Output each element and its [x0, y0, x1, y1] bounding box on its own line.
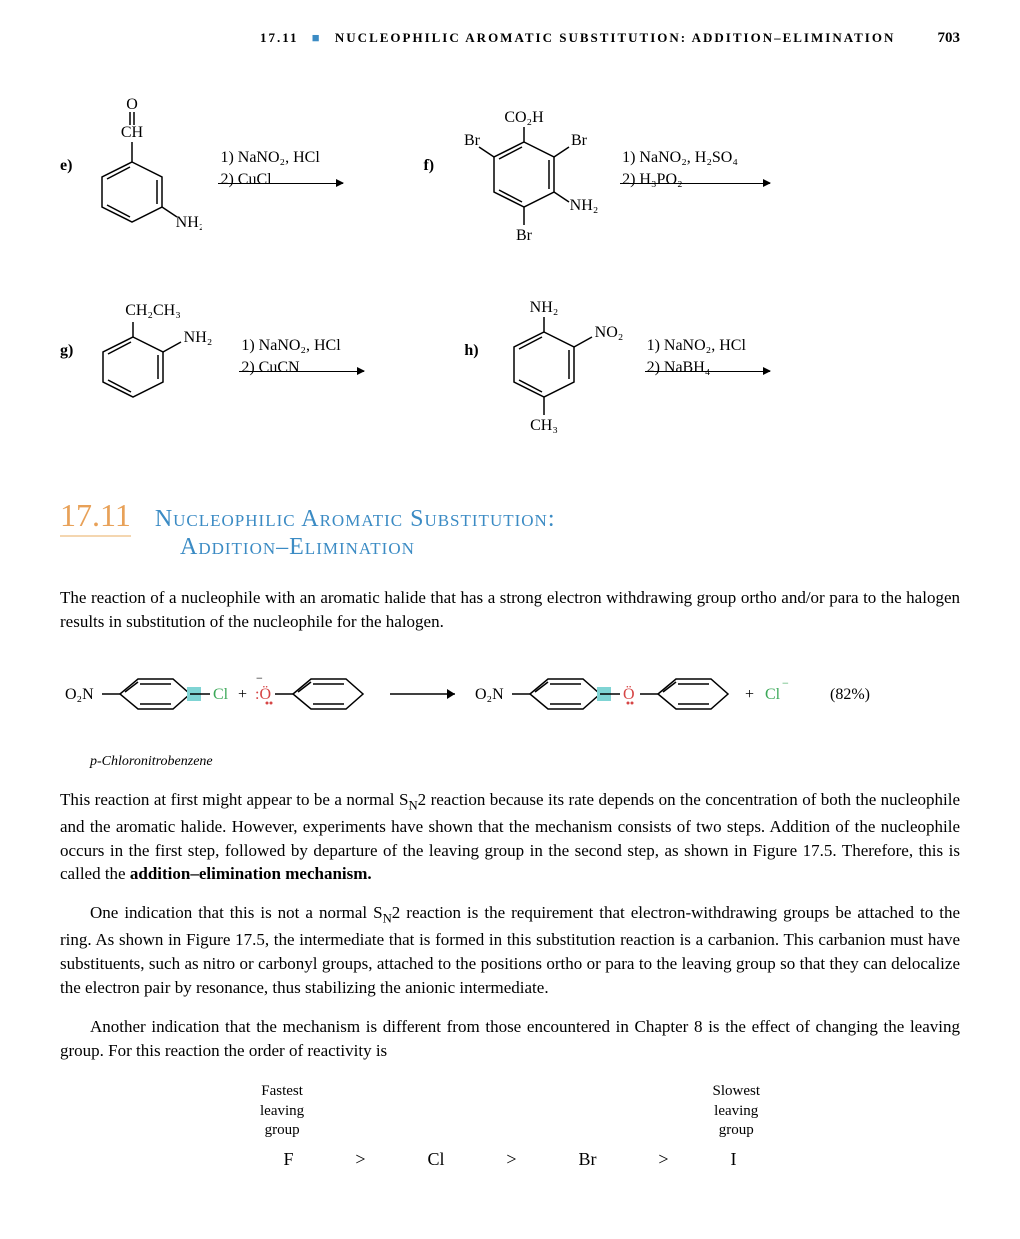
svg-text:(82%): (82%) — [830, 686, 870, 703]
svg-text:NH₂: NH₂ — [570, 197, 599, 214]
arrow-icon — [620, 183, 770, 184]
gt-2: > — [506, 1149, 516, 1170]
reagent-g-1: 1) NaNO₂, HCl — [241, 335, 364, 357]
problem-f: f) CO₂H Br Br — [423, 97, 770, 267]
p2-bold: addition–elimination mechanism. — [130, 864, 372, 883]
svg-text:O: O — [127, 97, 139, 113]
svg-text:Cl: Cl — [765, 686, 781, 703]
reagent-f-1: 1) NaNO₂, H₂SO₄ — [622, 147, 770, 169]
section-heading: 17.11 Nucleophilic Aromatic Substitution… — [60, 497, 960, 561]
halogen-cl: Cl — [427, 1149, 444, 1170]
svg-text:O₂N: O₂N — [475, 686, 504, 703]
svg-text:Cl: Cl — [213, 686, 229, 703]
section-title-line2: Addition–Elimination — [180, 534, 960, 561]
svg-text:NH₂: NH₂ — [529, 299, 558, 316]
problem-f-reagent-block: 1) NaNO₂, H₂SO₄ 2) H₃PO₂ — [614, 147, 770, 192]
svg-text::Ö: :Ö — [255, 685, 271, 703]
reagent-h-1: 1) NaNO₂, HCl — [647, 335, 770, 357]
gt-3: > — [658, 1149, 668, 1170]
paragraph-3: One indication that this is not a normal… — [60, 901, 960, 1000]
svg-text:Br: Br — [571, 132, 588, 149]
svg-text:CO₂H: CO₂H — [504, 109, 544, 126]
svg-text:O₂N: O₂N — [65, 686, 94, 703]
svg-text:Br: Br — [464, 132, 481, 149]
page-number: 703 — [938, 30, 961, 47]
arrow-icon — [239, 371, 364, 372]
problem-g-structure: CH₂CH₃ NH₂ — [83, 297, 223, 427]
compound-name: p-Chloronitrobenzene — [90, 754, 960, 770]
problem-h-reagent-block: 1) NaNO₂, HCl 2) NaBH₄ — [639, 335, 770, 380]
halogen-i: I — [730, 1149, 736, 1170]
section-title-line1: Nucleophilic Aromatic Substitution: — [155, 506, 556, 532]
benzene-structure-g: CH₂CH₃ NH₂ — [83, 297, 223, 427]
problem-e-reagent-block: 1) NaNO₂, HCl 2) CuCl — [212, 147, 343, 192]
svg-text:CH₃: CH₃ — [530, 417, 558, 434]
svg-text:NH₂: NH₂ — [176, 214, 202, 231]
paragraph-1: The reaction of a nucleophile with an ar… — [60, 586, 960, 634]
section-number: 17.11 — [60, 497, 131, 537]
benzene-structure-e: CH O NH₂ — [82, 97, 202, 257]
svg-text:NO₂: NO₂ — [594, 324, 623, 341]
problem-f-structure: CO₂H Br Br NH₂ Br — [444, 97, 604, 267]
header-title: 17.11 ■ NUCLEOPHILIC AROMATIC SUBSTITUTI… — [260, 30, 895, 46]
svg-text:+: + — [238, 686, 247, 703]
benzene-structure-h: NH₂ NO₂ CH₃ — [489, 297, 629, 447]
page-header: 17.11 ■ NUCLEOPHILIC AROMATIC SUBSTITUTI… — [60, 30, 960, 47]
problem-h-label: h) — [464, 342, 478, 360]
arrow-icon — [645, 371, 770, 372]
problem-g-label: g) — [60, 342, 73, 360]
problem-e: e) CH O NH₂ — [60, 97, 343, 267]
halogen-br: Br — [578, 1149, 596, 1170]
benzene-structure-f: CO₂H Br Br NH₂ Br — [444, 97, 604, 267]
problem-e-label: e) — [60, 157, 72, 175]
problem-h: h) NH₂ NO₂ CH₃ — [464, 297, 769, 447]
reactivity-order: F > Cl > Br > I — [260, 1149, 760, 1170]
svg-text:CH₂CH₃: CH₂CH₃ — [126, 302, 182, 319]
problem-g: g) CH₂CH₃ NH₂ 1) NaNO₂, HCl 2) CuCN — [60, 297, 364, 447]
arrow-icon — [218, 183, 343, 184]
paragraph-4: Another indication that the mechanism is… — [60, 1015, 960, 1063]
reactivity-table: Fastestleavinggroup Slowestleavinggroup … — [260, 1082, 760, 1170]
slowest-label: Slowestleavinggroup — [712, 1082, 760, 1141]
problem-g-reagent-block: 1) NaNO₂, HCl 2) CuCN — [233, 335, 364, 380]
reaction-scheme: O₂N Cl + − :Ö O₂N — [60, 654, 960, 734]
problem-f-label: f) — [423, 157, 434, 175]
fastest-label: Fastestleavinggroup — [260, 1082, 304, 1141]
gt-1: > — [355, 1149, 365, 1170]
svg-text:+: + — [745, 686, 754, 703]
svg-text:Ö: Ö — [623, 685, 635, 703]
problems-row-1: e) CH O NH₂ — [60, 97, 960, 267]
svg-text:CH: CH — [121, 124, 144, 141]
header-square-icon: ■ — [312, 30, 322, 45]
reagent-e-1: 1) NaNO₂, HCl — [220, 147, 343, 169]
svg-text:NH₂: NH₂ — [184, 329, 213, 346]
problems-row-2: g) CH₂CH₃ NH₂ 1) NaNO₂, HCl 2) CuCN — [60, 297, 960, 447]
svg-text:Br: Br — [516, 227, 533, 244]
problem-h-structure: NH₂ NO₂ CH₃ — [489, 297, 629, 447]
header-title-text: NUCLEOPHILIC AROMATIC SUBSTITUTION: ADDI… — [335, 30, 895, 45]
paragraph-2: This reaction at first might appear to b… — [60, 788, 960, 887]
problem-e-structure: CH O NH₂ — [82, 97, 202, 257]
svg-text:−: − — [256, 671, 263, 685]
halogen-f: F — [283, 1149, 293, 1170]
reaction-svg: O₂N Cl + − :Ö O₂N — [60, 654, 960, 734]
reactivity-labels: Fastestleavinggroup Slowestleavinggroup — [260, 1082, 760, 1141]
svg-text:−: − — [782, 676, 789, 690]
header-section-num: 17.11 — [260, 30, 299, 45]
